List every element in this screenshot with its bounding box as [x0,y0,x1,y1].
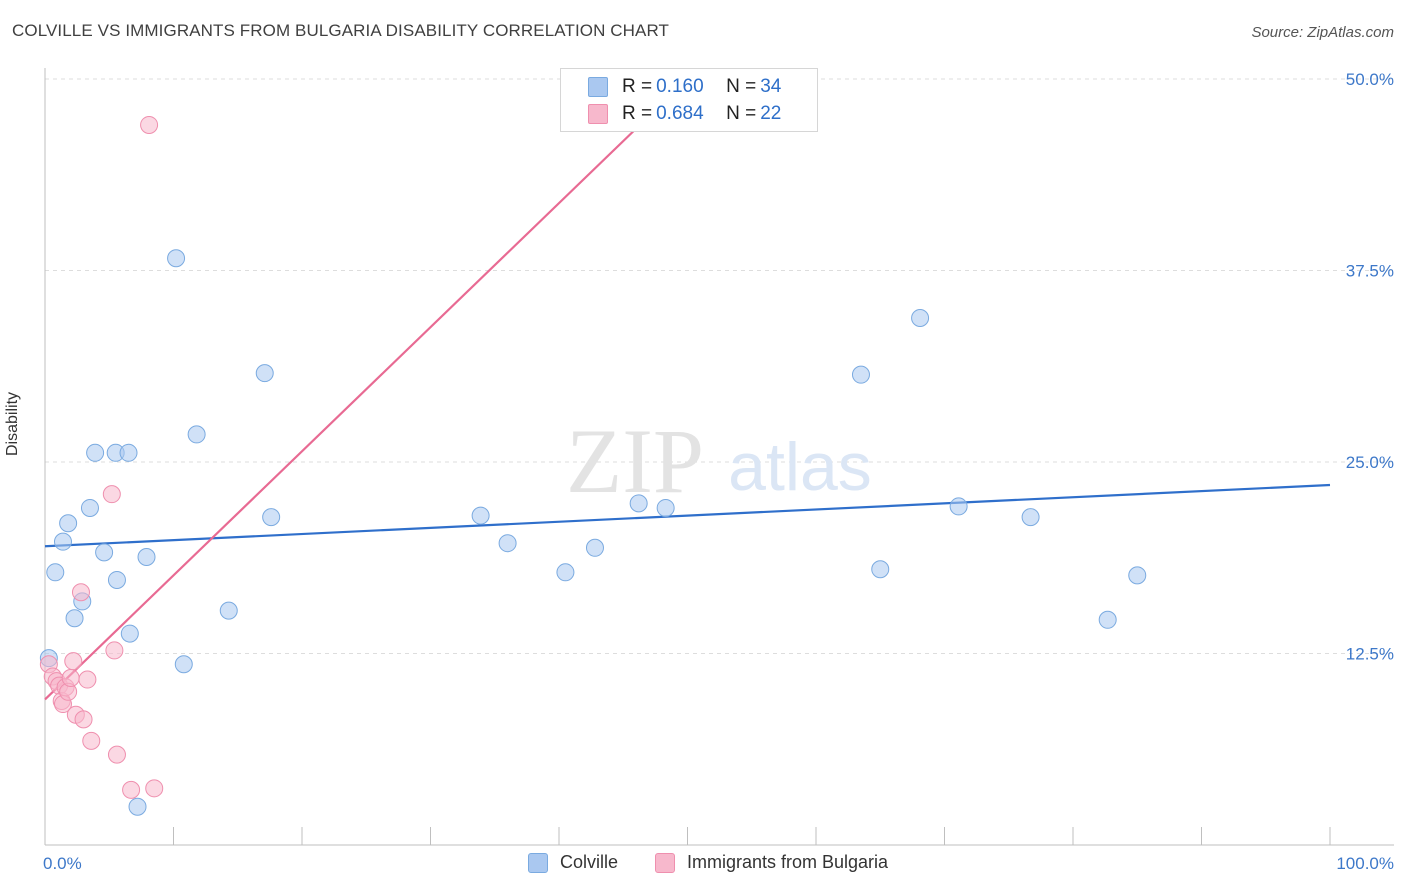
series-label-bulgaria: Immigrants from Bulgaria [687,852,889,872]
colville-point-26 [656,498,675,517]
bulgaria-point-11 [71,583,90,602]
bulgaria-point-13 [78,670,97,689]
colville-point-30 [949,497,968,516]
colville-point-28 [871,560,890,579]
watermark-zip: ZIP [566,410,704,512]
legend-swatch-colville [588,77,608,97]
colville-point-23 [556,563,575,582]
legend-r-label: R = [622,103,653,124]
series-legend: Colville Immigrants from Bulgaria [0,852,1406,878]
watermark: ZIP atlas [566,410,872,512]
bulgaria-point-8 [61,669,80,688]
bulgaria-point-9 [64,652,83,671]
y-tick-label-2: 37.5% [1346,262,1394,281]
series-legend-colville[interactable]: Colville [528,852,618,873]
bulgaria-point-12 [74,710,93,729]
colville-point-15 [167,249,186,268]
colville-point-6 [80,498,99,517]
x-tick-label-min: 0.0% [43,854,82,873]
colville-point-18 [219,601,238,620]
legend-r-label: R = [622,76,653,97]
colville-point-21 [471,506,490,525]
colville-point-11 [119,443,138,462]
bulgaria-point-14 [82,731,101,750]
y-tick-labels: 12.5% 25.0% 37.5% 50.0% [1346,70,1394,664]
bulgaria-point-15 [102,485,121,504]
x-tick-labels: 0.0% 100.0% [43,854,1394,873]
legend-row-colville: R = 0.160 N = 34 [561,74,781,100]
legend-r-value: 0.684 [656,103,704,124]
colville-point-20 [262,508,281,527]
bulgaria-point-17 [107,745,126,764]
bulgaria-trend-line [44,78,689,701]
bulgaria-point-18 [122,780,141,799]
colville-trend-line [44,483,1331,548]
y-tick-label-0: 12.5% [1346,645,1394,664]
colville-point-12 [120,624,139,643]
y-tick-label-3: 50.0% [1346,70,1394,89]
x-tick-label-max: 100.0% [1336,854,1394,873]
bulgaria-point-20 [145,779,164,798]
chart-title: COLVILLE VS IMMIGRANTS FROM BULGARIA DIS… [12,21,670,40]
watermark-atlas: atlas [728,429,872,505]
correlation-legend: R = 0.160 N = 34 R = 0.684 N = 22 [560,68,818,132]
gridlines [45,78,1394,654]
colville-point-14 [137,547,156,566]
colville-point-17 [187,425,206,444]
bulgaria-point-19 [140,115,159,134]
legend-n-label: N = [726,76,757,97]
legend-n-value: 34 [760,76,782,97]
colville-point-29 [911,308,930,327]
axes [44,68,1394,846]
colville-point-27 [851,365,870,384]
colville-point-31 [1021,508,1040,527]
legend-swatch-bulgaria [588,104,608,124]
colville-point-9 [107,570,126,589]
series-legend-bulgaria[interactable]: Immigrants from Bulgaria [655,852,888,873]
colville-point-19 [255,364,274,383]
series-swatch-bulgaria [655,852,675,873]
series-swatch-colville [528,852,548,873]
colville-point-2 [53,532,72,551]
data-points [39,112,1147,816]
legend-n-value: 22 [760,103,782,124]
colville-point-32 [1098,610,1117,629]
source-credit: Source: ZipAtlas.com [1251,24,1394,41]
colville-point-25 [629,494,648,513]
legend-n-label: N = [726,103,757,124]
y-tick-label-1: 25.0% [1346,453,1394,472]
legend-r-value: 0.160 [656,76,704,97]
colville-point-16 [174,655,193,674]
legend-row-bulgaria: R = 0.684 N = 22 [561,101,781,127]
colville-point-22 [498,534,517,553]
colville-point-13 [128,797,147,816]
colville-point-1 [46,563,65,582]
bulgaria-point-16 [105,641,124,660]
colville-point-33 [1128,566,1147,585]
colville-point-4 [65,609,84,628]
series-label-colville: Colville [560,852,619,872]
trend-lines [44,78,1331,701]
colville-point-24 [585,538,604,557]
colville-point-3 [59,514,78,533]
colville-point-8 [95,543,114,562]
colville-point-7 [86,443,105,462]
